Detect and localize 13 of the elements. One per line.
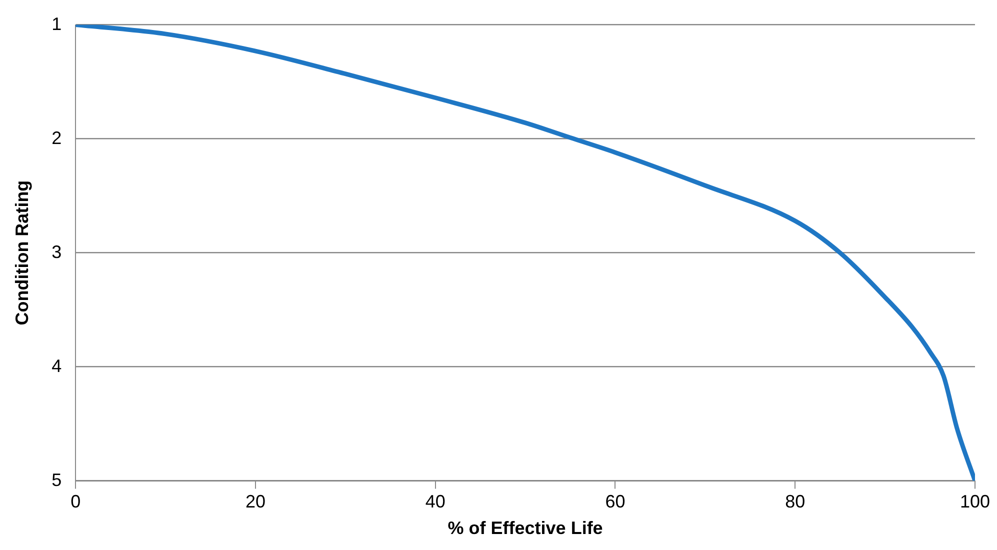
x-tick-label: 80 [785, 492, 806, 512]
y-axis-title: Condition Rating [12, 180, 32, 326]
x-tick-label: 60 [605, 492, 626, 512]
x-tick-label: 0 [70, 492, 81, 512]
x-tick-label: 40 [425, 492, 446, 512]
y-tick-label: 5 [52, 470, 62, 490]
y-tick-label: 3 [52, 242, 62, 262]
y-tick-label: 4 [52, 356, 62, 376]
x-tick-label: 100 [960, 492, 990, 512]
y-tick-label: 2 [52, 128, 62, 148]
y-tick-label: 1 [52, 14, 62, 34]
x-tick-label: 20 [245, 492, 266, 512]
x-axis-title: % of Effective Life [448, 518, 603, 538]
